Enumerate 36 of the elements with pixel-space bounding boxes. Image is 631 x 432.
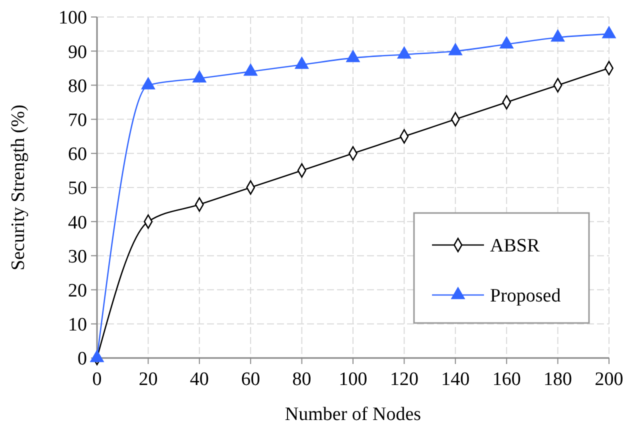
x-tick-label: 40 xyxy=(190,369,209,390)
point xyxy=(243,63,258,76)
x-tick-label: 120 xyxy=(390,369,418,390)
x-tick-label: 200 xyxy=(594,369,624,390)
y-tick-label: 80 xyxy=(68,76,87,97)
y-tick-label: 50 xyxy=(68,178,87,200)
point xyxy=(294,56,310,69)
point xyxy=(192,70,207,83)
x-tick-label: 180 xyxy=(544,369,572,390)
y-tick-label: 60 xyxy=(68,144,87,166)
point xyxy=(550,29,566,42)
x-axis-title: Number of Nodes xyxy=(284,404,422,425)
x-tick-label: 0 xyxy=(92,369,102,390)
y-tick-label: 40 xyxy=(68,212,87,234)
legend-label: Proposed xyxy=(490,286,562,307)
legend-label: ABSR xyxy=(490,236,540,257)
y-tick-label: 20 xyxy=(68,280,87,302)
point xyxy=(396,46,412,59)
point xyxy=(346,50,360,62)
point xyxy=(140,76,156,90)
x-tick-label: 80 xyxy=(292,369,312,390)
y-tick-label: 90 xyxy=(68,42,87,63)
y-tick-label: 70 xyxy=(68,110,87,131)
point xyxy=(499,36,514,48)
x-tick-label: 100 xyxy=(338,369,368,390)
x-tick-label: 160 xyxy=(492,369,521,390)
x-tick-label: 20 xyxy=(138,369,158,390)
y-tick-label: 0 xyxy=(78,348,87,370)
point xyxy=(448,42,463,56)
y-axis-title: Security Strength (%) xyxy=(8,104,29,270)
x-tick-label: 140 xyxy=(441,369,470,390)
point xyxy=(602,26,616,38)
y-tick-label: 10 xyxy=(68,314,87,336)
x-tick-label: 60 xyxy=(241,369,260,390)
y-tick-label: 30 xyxy=(68,246,87,268)
y-tick-label: 100 xyxy=(58,8,87,29)
